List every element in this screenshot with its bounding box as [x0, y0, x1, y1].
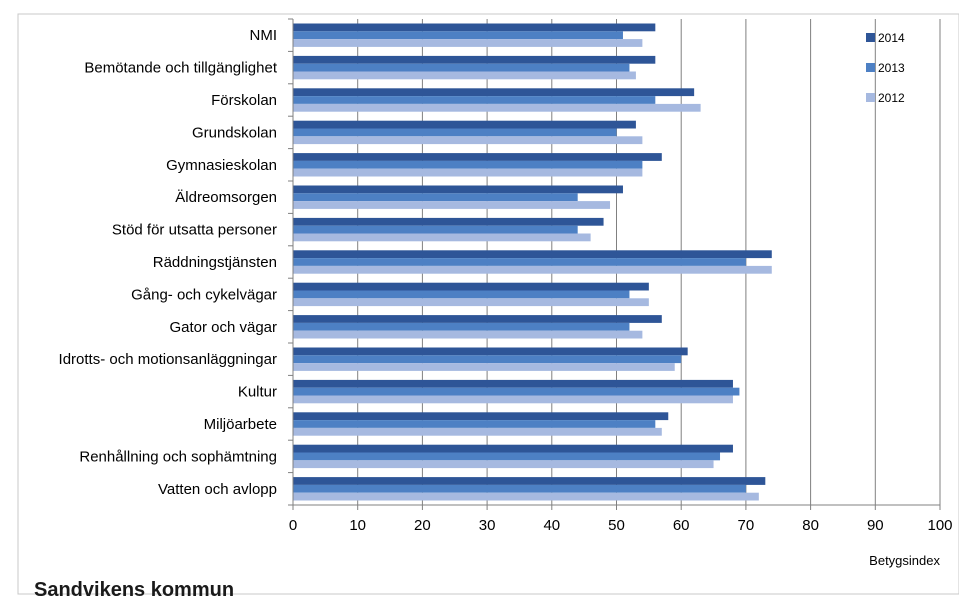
bar-2013 — [293, 387, 740, 396]
legend-swatch-2013 — [866, 63, 875, 72]
axes — [288, 18, 941, 510]
x-tick-label: 40 — [543, 517, 560, 534]
bar-2012 — [293, 330, 643, 339]
category-label: Stöd för utsatta personer — [112, 222, 277, 239]
x-tick-label: 100 — [927, 517, 952, 534]
category-label: Gymnasieskolan — [166, 157, 277, 174]
bar-2014 — [293, 477, 766, 485]
bar-2013 — [293, 258, 746, 266]
bar-2014 — [293, 120, 636, 129]
category-label: NMI — [250, 27, 278, 44]
bar-2014 — [293, 88, 695, 97]
x-tick-label: 50 — [608, 517, 625, 534]
bar-2014 — [293, 282, 649, 291]
legend: 2014 2013 2012 — [866, 31, 905, 105]
category-label: Miljöarbete — [204, 416, 277, 433]
category-label: Gator och vägar — [169, 319, 277, 336]
bar-2013 — [293, 63, 630, 72]
bar-2013 — [293, 160, 643, 169]
legend-label: 2014 — [878, 31, 905, 45]
category-label: Vatten och avlopp — [158, 481, 277, 498]
bar-2014 — [293, 217, 604, 226]
x-axis-label: Betygsindex — [869, 553, 940, 568]
bar-2012 — [293, 233, 591, 242]
category-label: Kultur — [238, 384, 277, 401]
bar-2014 — [293, 412, 669, 421]
bar-2013 — [293, 31, 623, 40]
bar-2012 — [293, 460, 714, 469]
bar-2014 — [293, 153, 662, 161]
x-tick-label: 20 — [414, 517, 431, 534]
legend-label: 2012 — [878, 91, 905, 105]
x-tick-label: 70 — [738, 517, 755, 534]
bar-2013 — [293, 225, 578, 234]
bar-2012 — [293, 298, 649, 307]
tick-labels: 0 10 20 30 40 50 60 70 80 90 100 — [289, 517, 953, 534]
bar-2014 — [293, 185, 623, 194]
footer-title: Sandvikens kommun — [34, 579, 235, 601]
bar-2014 — [293, 444, 733, 453]
bar-2014 — [293, 379, 733, 388]
bar-2012 — [293, 39, 643, 47]
category-label: Grundskolan — [192, 124, 277, 141]
bar-2013 — [293, 484, 746, 493]
x-tick-label: 10 — [349, 517, 366, 534]
bar-2013 — [293, 96, 656, 104]
bar-2013 — [293, 322, 630, 331]
bar-2012 — [293, 71, 636, 80]
bar-2014 — [293, 55, 656, 64]
bar-2013 — [293, 193, 578, 202]
x-tick-label: 90 — [867, 517, 884, 534]
x-tick-label: 0 — [289, 517, 297, 534]
bar-2012 — [293, 265, 772, 274]
bar-2013 — [293, 128, 617, 137]
bar-2014 — [293, 250, 772, 259]
bar-2014 — [293, 23, 656, 32]
bar-2012 — [293, 103, 701, 112]
category-label: Bemötande och tillgänglighet — [84, 60, 277, 77]
bar-2013 — [293, 420, 656, 428]
x-tick-label: 60 — [673, 517, 690, 534]
bar-2012 — [293, 492, 759, 501]
bar-2012 — [293, 427, 662, 436]
bar-2012 — [293, 136, 643, 145]
bar-2014 — [293, 315, 662, 323]
bars — [293, 23, 772, 501]
bar-2012 — [293, 395, 733, 404]
category-labels: NMI Bemötande och tillgänglighet Förskolan… — [59, 27, 278, 498]
bar-2012 — [293, 201, 611, 209]
bar-2013 — [293, 355, 682, 364]
category-label: Idrotts- och motionsanläggningar — [59, 351, 277, 368]
bar-2013 — [293, 290, 630, 299]
category-label: Räddningstjänsten — [153, 254, 277, 271]
category-label: Förskolan — [211, 92, 277, 109]
legend-label: 2013 — [878, 61, 905, 75]
bar-2012 — [293, 363, 675, 371]
legend-swatch-2012 — [866, 93, 875, 102]
chart-border — [17, 13, 959, 595]
x-tick-label: 80 — [802, 517, 819, 534]
bar-2014 — [293, 347, 688, 356]
category-label: Äldreomsorgen — [175, 189, 277, 206]
category-label: Renhållning och sophämtning — [79, 448, 277, 465]
bar-2012 — [293, 168, 643, 177]
legend-swatch-2014 — [866, 33, 875, 42]
category-label: Gång- och cykelvägar — [131, 286, 277, 303]
bar-2013 — [293, 452, 721, 461]
x-tick-label: 30 — [479, 517, 496, 534]
